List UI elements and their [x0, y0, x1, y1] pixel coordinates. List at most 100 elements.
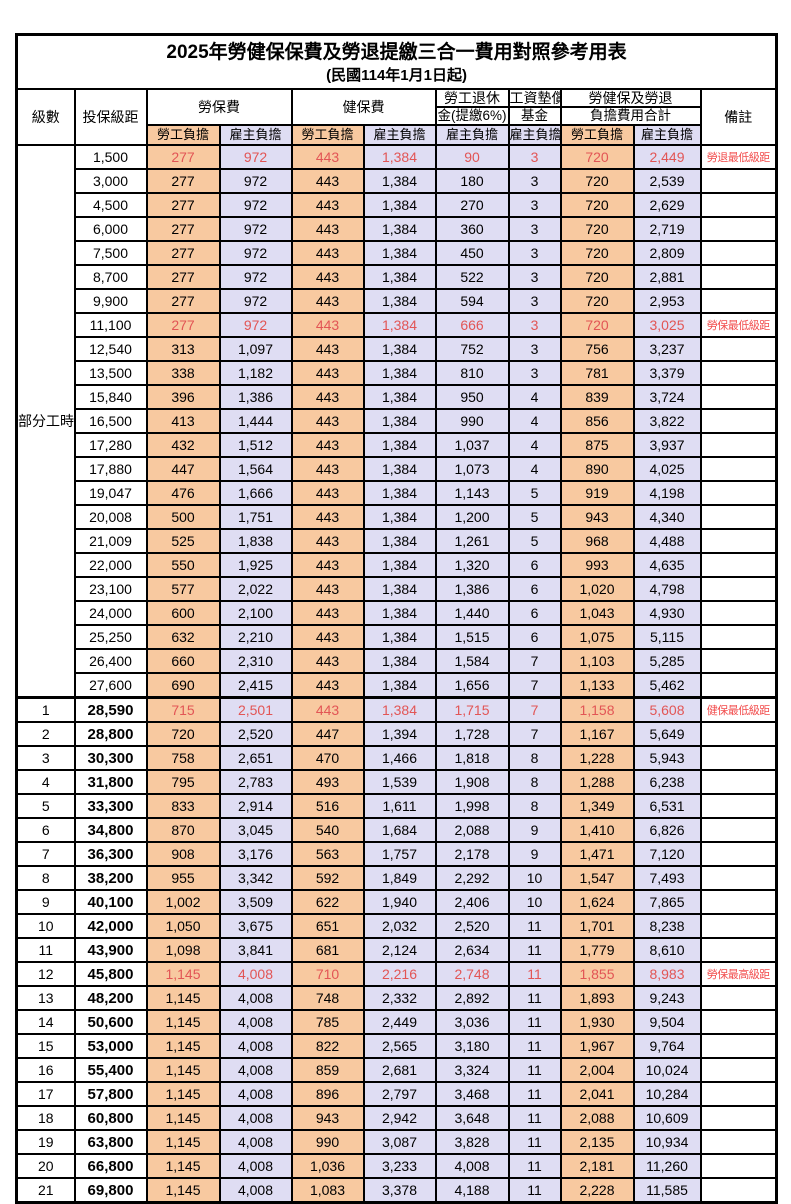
value-cell: 1,037 — [434, 432, 510, 458]
value-cell: 720 — [559, 240, 635, 266]
header-pension-line2: 金(提繳6%) — [434, 106, 510, 126]
value-cell: 2,565 — [362, 1033, 437, 1059]
value-cell: 6 — [507, 552, 562, 578]
value-cell: 2,520 — [218, 721, 293, 747]
value-cell: 2,216 — [362, 961, 437, 987]
value-cell: 1,261 — [434, 528, 510, 554]
bracket-cell: 36,300 — [73, 841, 148, 867]
remark-cell — [699, 1057, 778, 1083]
value-cell: 5 — [507, 504, 562, 530]
value-cell: 4,008 — [218, 1177, 293, 1204]
value-cell: 4,635 — [632, 552, 702, 578]
table-row: 18 60,800 1,145 4,008 943 2,942 3,648 11 2,088 10… — [15, 1105, 778, 1131]
value-cell: 476 — [145, 480, 221, 506]
value-cell: 1,384 — [362, 696, 437, 723]
level-cell: 19 — [15, 1129, 76, 1155]
level-cell: 13 — [15, 985, 76, 1011]
value-cell: 8,610 — [632, 937, 702, 963]
value-cell: 443 — [290, 312, 365, 338]
bracket-cell: 31,800 — [73, 769, 148, 795]
value-cell: 2,178 — [434, 841, 510, 867]
value-cell: 11 — [507, 1081, 562, 1107]
value-cell: 277 — [145, 264, 221, 290]
bracket-cell: 17,280 — [73, 432, 148, 458]
value-cell: 2,539 — [632, 168, 702, 194]
value-cell: 1,145 — [145, 1009, 221, 1035]
bracket-cell: 8,700 — [73, 264, 148, 290]
value-cell: 2,406 — [434, 889, 510, 915]
value-cell: 2,651 — [218, 745, 293, 771]
table-row: 15 53,000 1,145 4,008 822 2,565 3,180 11 1,967 9,… — [15, 1033, 778, 1059]
value-cell: 1,043 — [559, 600, 635, 626]
value-cell: 2,681 — [362, 1057, 437, 1083]
value-cell: 2,181 — [559, 1153, 635, 1179]
value-cell: 1,384 — [362, 384, 437, 410]
table-row: 11 43,900 1,098 3,841 681 2,124 2,634 11 1,779 8,… — [15, 937, 778, 963]
value-cell: 447 — [145, 456, 221, 482]
value-cell: 5,285 — [632, 648, 702, 674]
table-title-block: 2025年勞健保保費及勞退提繳三合一費用對照參考用表 (民國114年1月1日起) — [15, 33, 778, 90]
value-cell: 4,008 — [218, 1033, 293, 1059]
value-cell: 443 — [290, 336, 365, 362]
subheader-labor-employee: 勞工負擔 — [145, 124, 221, 146]
value-cell: 3,841 — [218, 937, 293, 963]
page: { "title": "2025年勞健保保費及勞退提繳三合一費用對照參考用表",… — [15, 33, 779, 1204]
value-cell: 4,008 — [218, 985, 293, 1011]
bracket-cell: 3,000 — [73, 168, 148, 194]
bracket-cell: 7,500 — [73, 240, 148, 266]
remark-cell — [699, 672, 778, 699]
value-cell: 3,675 — [218, 913, 293, 939]
value-cell: 1,384 — [362, 408, 437, 434]
value-cell: 1,288 — [559, 769, 635, 795]
value-cell: 493 — [290, 769, 365, 795]
value-cell: 2,088 — [434, 817, 510, 843]
remark-cell — [699, 793, 778, 819]
table-row: 27,600 690 2,415 443 1,384 1,656 7 1,133 5,462 — [17, 672, 778, 699]
value-cell: 859 — [290, 1057, 365, 1083]
level-cell: 3 — [15, 745, 76, 771]
value-cell: 5,943 — [632, 745, 702, 771]
value-cell: 2,892 — [434, 985, 510, 1011]
value-cell: 6 — [507, 624, 562, 650]
value-cell: 795 — [145, 769, 221, 795]
remark-cell: 勞保最高級距 — [699, 961, 778, 987]
value-cell: 720 — [559, 192, 635, 218]
value-cell: 11 — [507, 1033, 562, 1059]
value-cell: 180 — [434, 168, 510, 194]
remark-cell — [699, 216, 778, 242]
value-cell: 1,584 — [434, 648, 510, 674]
remark-cell — [699, 913, 778, 939]
value-cell: 3 — [507, 360, 562, 386]
value-cell: 870 — [145, 817, 221, 843]
value-cell: 1,384 — [362, 168, 437, 194]
value-cell: 1,384 — [362, 216, 437, 242]
value-cell: 2,634 — [434, 937, 510, 963]
remark-cell — [699, 504, 778, 530]
value-cell: 1,320 — [434, 552, 510, 578]
value-cell: 432 — [145, 432, 221, 458]
table-row: 17,880 447 1,564 443 1,384 1,073 4 890 4,025 — [17, 456, 778, 482]
bracket-cell: 40,100 — [73, 889, 148, 915]
table-row: 13 48,200 1,145 4,008 748 2,332 2,892 11 1,893 9,… — [15, 985, 778, 1011]
value-cell: 3 — [507, 312, 562, 338]
value-cell: 1,728 — [434, 721, 510, 747]
value-cell: 5,462 — [632, 672, 702, 699]
value-cell: 2,135 — [559, 1129, 635, 1155]
value-cell: 7,493 — [632, 865, 702, 891]
value-cell: 1,145 — [145, 1153, 221, 1179]
value-cell: 1,751 — [218, 504, 293, 530]
value-cell: 1,818 — [434, 745, 510, 771]
value-cell: 1,444 — [218, 408, 293, 434]
table-body: 部分工時 1,500 277 972 443 1,384 90 3 720 2,449 勞退最低級距… — [15, 144, 778, 1204]
value-cell: 1,143 — [434, 480, 510, 506]
remark-cell — [699, 264, 778, 290]
value-cell: 10,609 — [632, 1105, 702, 1131]
value-cell: 443 — [290, 480, 365, 506]
value-cell: 955 — [145, 865, 221, 891]
value-cell: 3 — [507, 288, 562, 314]
bracket-cell: 22,000 — [73, 552, 148, 578]
value-cell: 3 — [507, 192, 562, 218]
level-cell: 20 — [15, 1153, 76, 1179]
value-cell: 443 — [290, 672, 365, 699]
value-cell: 758 — [145, 745, 221, 771]
